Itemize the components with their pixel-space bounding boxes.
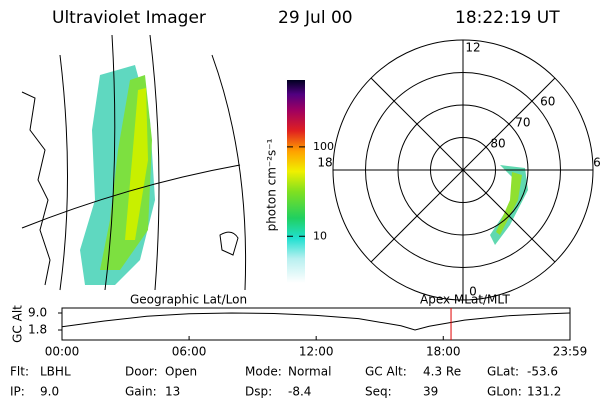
- meridian: [104, 34, 116, 291]
- meridian: [211, 54, 247, 291]
- coastline: [21, 91, 51, 286]
- footer: Flt: LBHL Door: Open Mode: Normal GC Alt: 4.3 R…: [10, 365, 561, 399]
- mlt-label: 0: [469, 285, 477, 299]
- parallel: [21, 164, 241, 229]
- field-label: Seq:: [365, 385, 392, 399]
- colorbar: [287, 80, 305, 283]
- map-panel: [21, 34, 247, 291]
- aurora-bright: [125, 88, 148, 240]
- timeline-frame: [61, 307, 571, 341]
- mlt-label: 18: [317, 156, 332, 170]
- title: Ultraviolet Imager: [52, 8, 206, 28]
- timeline-ylabel: GC Alt: [11, 305, 25, 343]
- lat-ring: [365, 72, 561, 268]
- field-value: LBHL: [40, 365, 71, 379]
- lat-label: 80: [490, 136, 505, 150]
- field-value: -8.4: [288, 385, 311, 399]
- polar-plot: [332, 39, 594, 301]
- y-tick-label: 9.0: [28, 306, 47, 320]
- x-tick-label: 18:00: [426, 345, 461, 359]
- altitude-line: [61, 312, 571, 331]
- header: Ultraviolet Imager 29 Jul 00 18:22:19 UT: [52, 8, 560, 28]
- field-label: IP:: [10, 385, 25, 399]
- field-label: Door:: [125, 365, 158, 379]
- date: 29 Jul 00: [278, 8, 353, 28]
- field-label: GLon:: [487, 385, 522, 399]
- field-value: 9.0: [40, 385, 59, 399]
- field-label: Dsp:: [245, 385, 272, 399]
- field-label: GLat:: [487, 365, 519, 379]
- colorbar-tick-label: 10: [313, 229, 327, 242]
- field-value: 13: [165, 385, 180, 399]
- lat-label: 70: [515, 116, 530, 130]
- lat-ring: [397, 104, 529, 236]
- meridian: [59, 54, 68, 291]
- island: [219, 231, 239, 256]
- polar-axis: [370, 77, 556, 263]
- lat-ring: [430, 137, 496, 203]
- field-value: 39: [423, 385, 438, 399]
- field-value: 131.2: [527, 385, 561, 399]
- field-value: 4.3 Re: [423, 365, 461, 379]
- x-tick-label: 00:00: [45, 345, 80, 359]
- timeline-label: Apex MLat/MLT: [420, 293, 510, 307]
- colorbar-label: photon cm⁻²s⁻¹: [265, 138, 279, 231]
- mlt-label: 6: [593, 156, 600, 170]
- field-value: Normal: [288, 365, 331, 379]
- time: 18:22:19 UT: [455, 8, 560, 28]
- field-label: GC Alt:: [365, 365, 407, 379]
- colorbar-tick-label: 100: [313, 140, 334, 153]
- lat-label: 60: [540, 95, 555, 109]
- y-tick-label: 1.8: [28, 323, 47, 337]
- mlt-label: 12: [465, 41, 480, 55]
- x-tick-label: 23:59: [553, 345, 588, 359]
- meridian: [149, 34, 160, 291]
- field-value: Open: [165, 365, 197, 379]
- field-value: -53.6: [527, 365, 558, 379]
- field-label: Mode:: [245, 365, 282, 379]
- field-label: Flt:: [10, 365, 29, 379]
- x-tick-label: 06:00: [172, 345, 207, 359]
- x-tick-label: 12:00: [299, 345, 334, 359]
- field-label: Gain:: [125, 385, 157, 399]
- timeline-label: Geographic Lat/Lon: [130, 293, 247, 307]
- aurora-oval-core: [496, 172, 522, 235]
